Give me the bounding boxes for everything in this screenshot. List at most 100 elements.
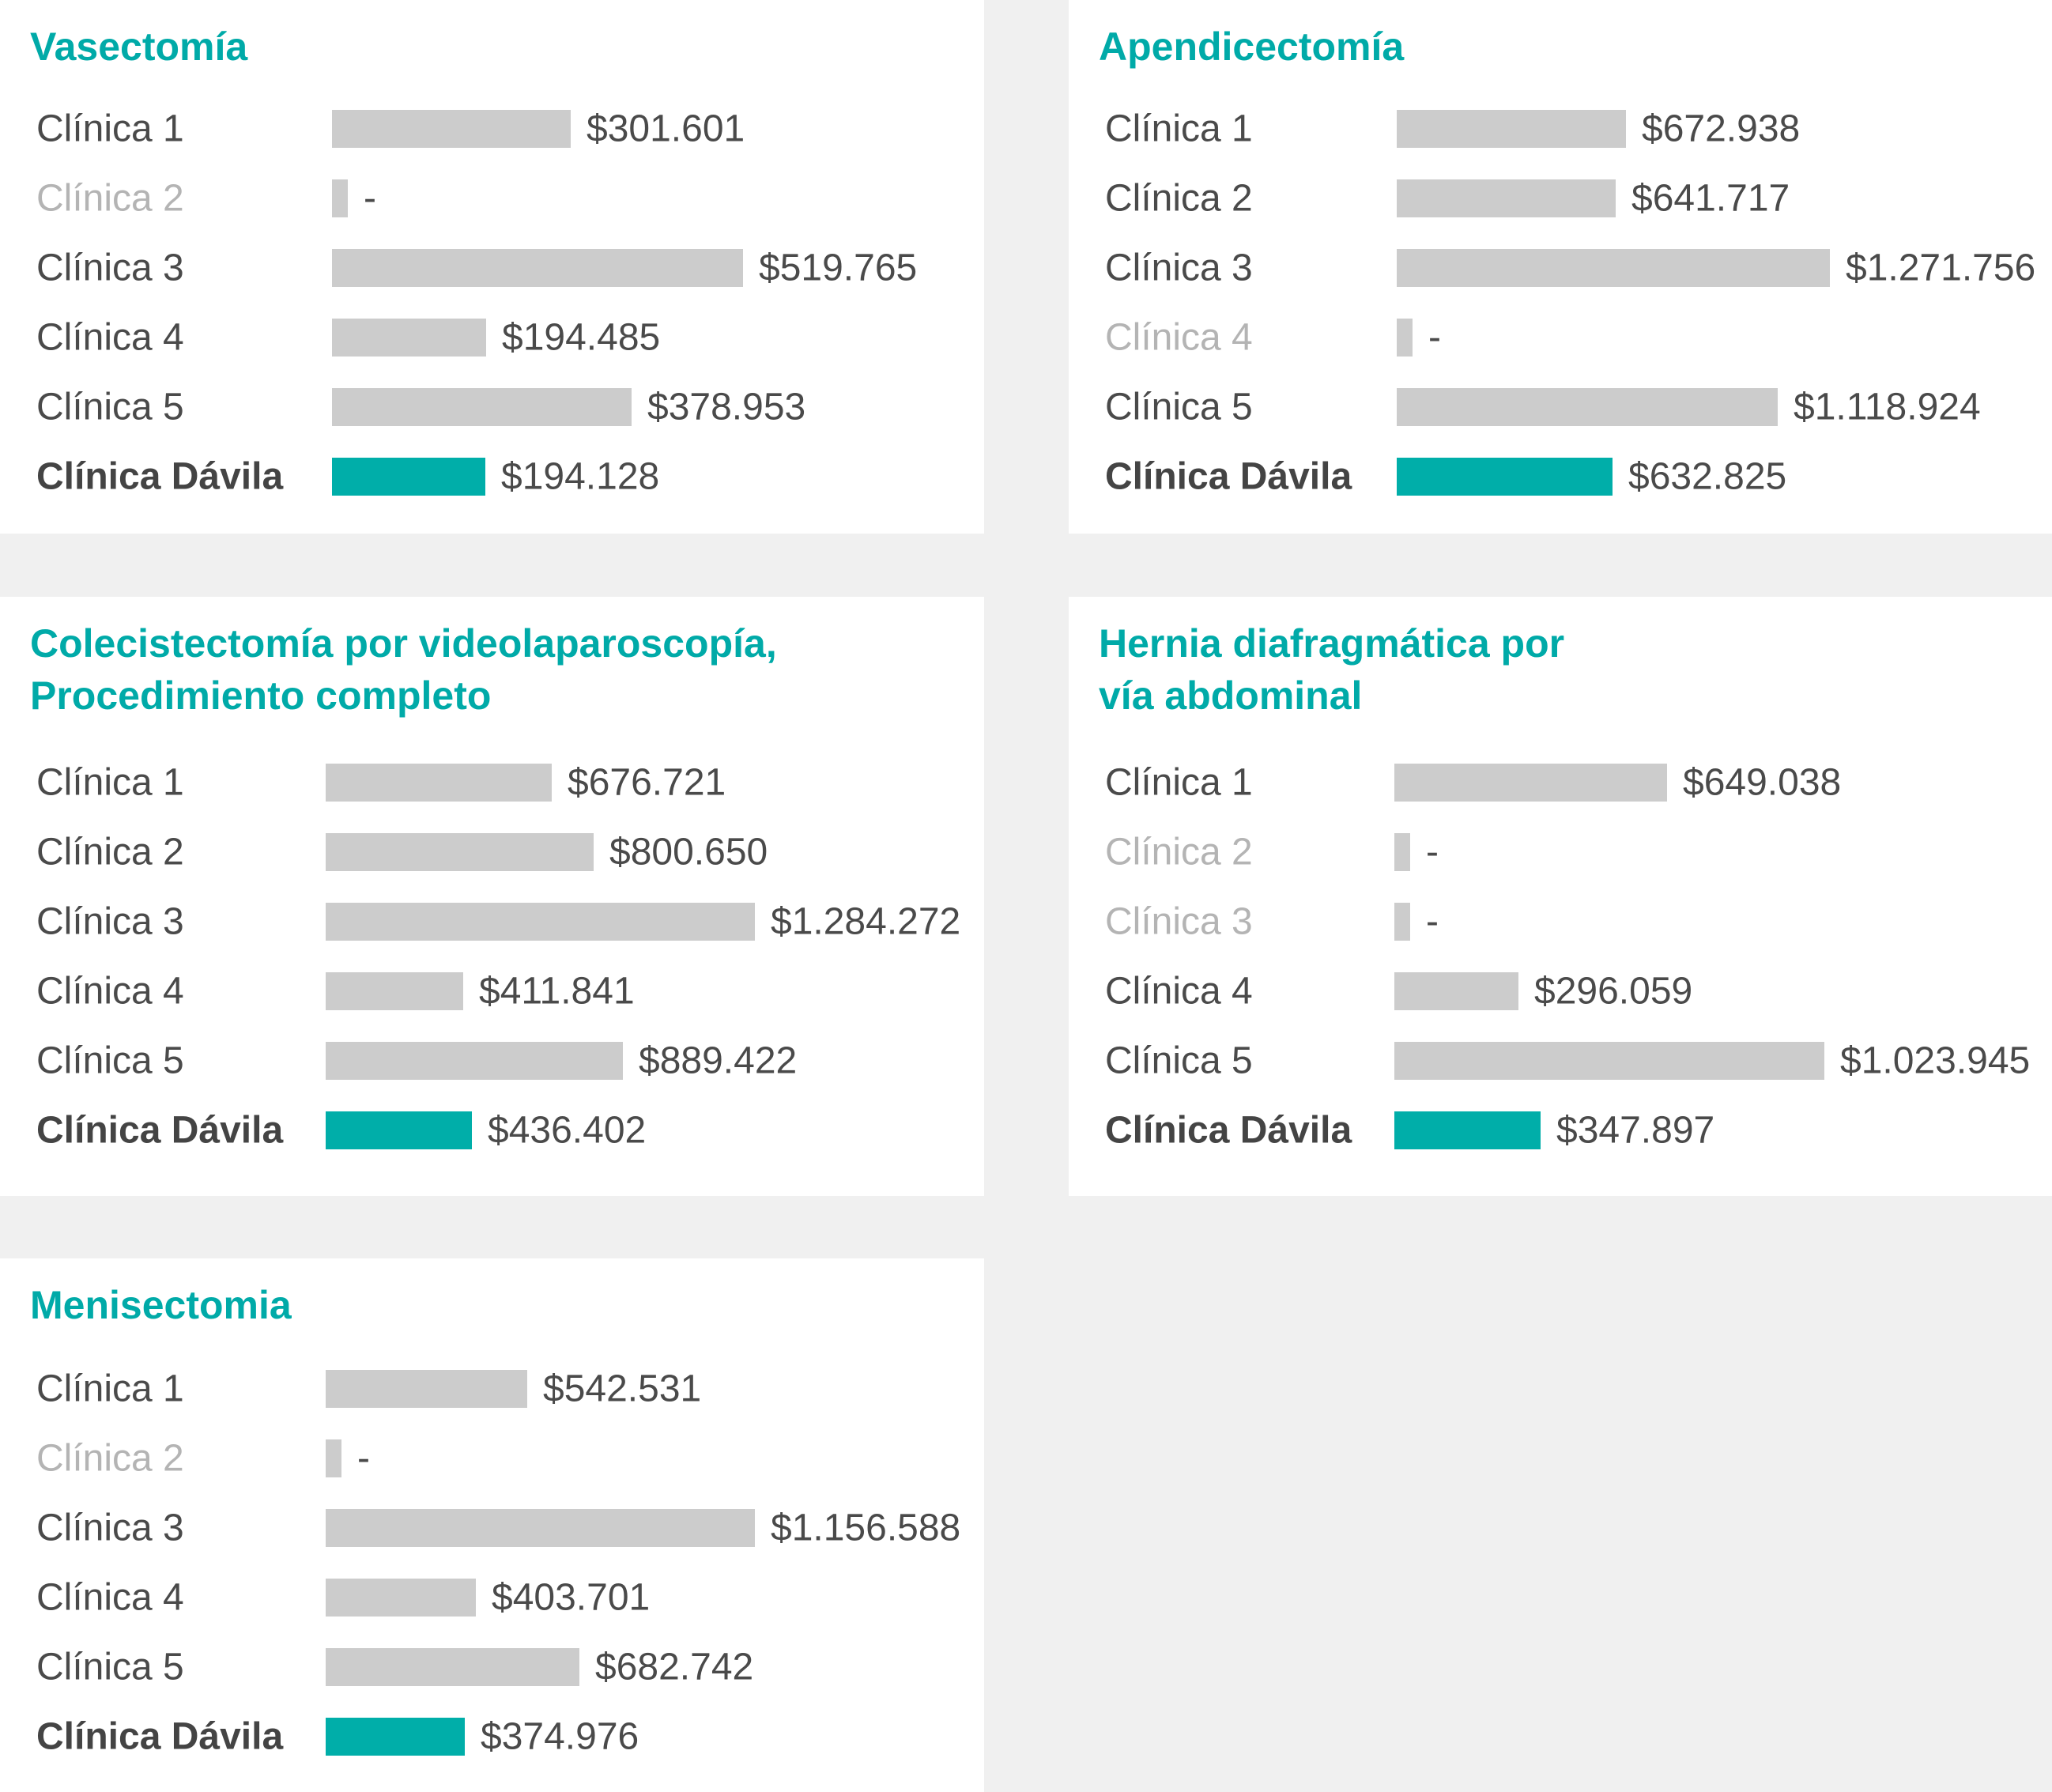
chart-row: Clínica 5 $1.023.945 [1069, 1026, 2052, 1096]
bar [326, 1042, 623, 1080]
chart-row: Clínica 5 $682.742 [0, 1632, 984, 1702]
value-label: $641.717 [1631, 177, 1790, 220]
chart-row: Clínica 4 $194.485 [0, 303, 984, 372]
chart-row: Clínica Dávila $632.825 [1069, 442, 2052, 511]
chart-row: Clínica 1 $676.721 [0, 748, 984, 817]
chart-row: Clínica 2 - [0, 164, 984, 233]
bar [326, 764, 552, 802]
bar [332, 319, 486, 357]
chart-panel-hernia-diafragmatica: Hernia diafragmática por vía abdominal C… [1069, 597, 2052, 1196]
bar [1394, 833, 1410, 871]
category-label: Clínica Dávila [36, 1109, 284, 1152]
chart-row: Clínica 3 $1.284.272 [0, 887, 984, 956]
value-label: $519.765 [759, 247, 918, 289]
bar [332, 249, 743, 287]
bar [326, 1439, 341, 1477]
value-label: - [357, 1437, 370, 1480]
value-label: $800.650 [609, 831, 768, 873]
value-label: $194.485 [502, 316, 661, 359]
bar [326, 833, 594, 871]
bar [1397, 388, 1778, 426]
value-label: $296.059 [1534, 970, 1693, 1013]
bar [326, 1509, 755, 1547]
chart-panel-menisectomia: Menisectomia Clínica 1 $542.531 Clínica 2 -… [0, 1258, 984, 1792]
chart-row: Clínica 5 $1.118.924 [1069, 372, 2052, 442]
bar [1397, 110, 1626, 148]
value-label: - [1426, 900, 1439, 943]
category-label: Clínica 4 [1105, 970, 1253, 1013]
category-label: Clínica 1 [36, 108, 184, 150]
bar [1394, 903, 1410, 941]
chart-row: Clínica 4 $411.841 [0, 956, 984, 1026]
chart-row: Clínica 3 $519.765 [0, 233, 984, 303]
chart-row: Clínica 5 $378.953 [0, 372, 984, 442]
value-label: $676.721 [568, 761, 726, 804]
bar [326, 903, 755, 941]
bar [1394, 1042, 1824, 1080]
category-label: Clínica 4 [36, 316, 184, 359]
bar [326, 972, 463, 1010]
bar [1397, 179, 1616, 217]
category-label: Clínica 3 [36, 900, 184, 943]
bar-highlight [326, 1111, 472, 1149]
bar [1394, 764, 1667, 802]
category-label: Clínica 5 [36, 1646, 184, 1688]
category-label: Clínica 5 [1105, 386, 1253, 428]
category-label: Clínica 2 [1105, 177, 1253, 220]
chart-row: Clínica Dávila $194.128 [0, 442, 984, 511]
bar-highlight [326, 1718, 465, 1756]
chart-row: Clínica Dávila $374.976 [0, 1702, 984, 1771]
category-label: Clínica Dávila [36, 455, 284, 498]
chart-row: Clínica 5 $889.422 [0, 1026, 984, 1096]
chart-title: Apendicectomía [1099, 25, 1405, 69]
chart-row: Clínica 2 - [1069, 817, 2052, 887]
bar [1397, 249, 1830, 287]
category-label: Clínica 2 [1105, 831, 1253, 873]
category-label: Clínica 3 [1105, 900, 1253, 943]
bar [332, 110, 571, 148]
category-label: Clínica 5 [1105, 1039, 1253, 1082]
chart-row: Clínica Dávila $347.897 [1069, 1096, 2052, 1165]
chart-panel-vasectomia: Vasectomía Clínica 1 $301.601 Clínica 2- Cl… [0, 0, 984, 534]
value-label: $632.825 [1628, 455, 1787, 498]
value-label: - [1426, 831, 1439, 873]
category-label: Clínica Dávila [1105, 455, 1352, 498]
category-label: Clínica 3 [36, 247, 184, 289]
bar [332, 388, 632, 426]
chart-row: Clínica 3 $1.156.588 [0, 1493, 984, 1563]
category-label: Clínica 5 [36, 1039, 184, 1082]
chart-title: Hernia diafragmática por vía abdominal [1099, 621, 1565, 718]
category-label: Clínica 1 [1105, 108, 1253, 150]
bar [332, 179, 348, 217]
value-label: $1.271.756 [1846, 247, 2036, 289]
chart-row: Clínica 1 $301.601 [0, 94, 984, 164]
value-label: $301.601 [587, 108, 745, 150]
value-label: - [364, 177, 376, 220]
value-label: $403.701 [492, 1576, 651, 1619]
chart-row: Clínica 3 $1.271.756 [1069, 233, 2052, 303]
value-label: $411.841 [479, 970, 635, 1013]
chart-panel-colecistectomia: Colecistectomía por videolaparoscopía, P… [0, 597, 984, 1196]
value-label: $378.953 [647, 386, 806, 428]
bar [326, 1370, 527, 1408]
bar-highlight [1394, 1111, 1541, 1149]
bar [1394, 972, 1518, 1010]
value-label: $672.938 [1642, 108, 1801, 150]
chart-title: Vasectomía [30, 25, 248, 69]
value-label: $1.023.945 [1840, 1039, 2031, 1082]
chart-title: Colecistectomía por videolaparoscopía, P… [30, 621, 777, 718]
category-label: Clínica 4 [36, 1576, 184, 1619]
category-label: Clínica 2 [36, 1437, 184, 1480]
value-label: $194.128 [501, 455, 660, 498]
value-label: $889.422 [639, 1039, 798, 1082]
bar [326, 1648, 579, 1686]
category-label: Clínica 1 [36, 761, 184, 804]
value-label: $1.284.272 [771, 900, 961, 943]
bar-highlight [332, 458, 485, 496]
category-label: Clínica 1 [36, 1368, 184, 1410]
value-label: $347.897 [1556, 1109, 1715, 1152]
category-label: Clínica 2 [36, 831, 184, 873]
chart-row: Clínica 2 - [0, 1424, 984, 1493]
value-label: $542.531 [543, 1368, 702, 1410]
category-label: Clínica Dávila [1105, 1109, 1352, 1152]
